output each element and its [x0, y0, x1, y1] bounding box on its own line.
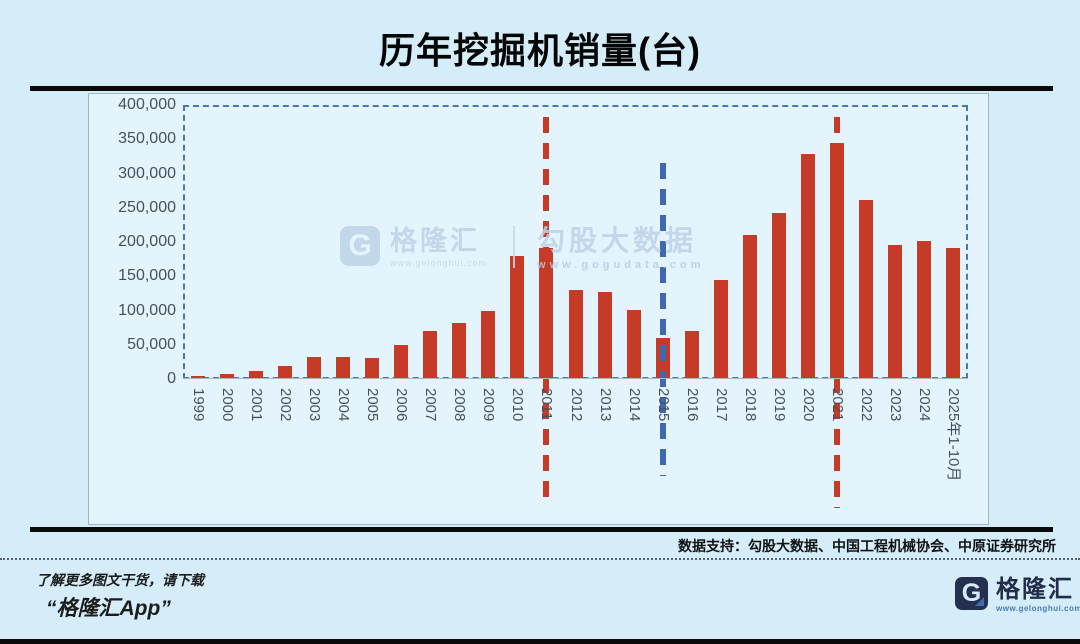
marker-line-2011 — [543, 117, 550, 506]
brand-logo-url: www.gelonghui.com — [996, 604, 1080, 613]
x-axis-label: 2021 — [829, 388, 847, 422]
x-axis-label: 2013 — [596, 388, 614, 422]
x-axis-label: 2004 — [334, 388, 352, 422]
x-axis-label: 2012 — [567, 388, 585, 422]
y-axis-label: 0 — [167, 370, 176, 387]
x-axis-line — [183, 378, 968, 379]
sales-bar-2005 — [364, 357, 379, 379]
x-axis-label: 2025年1-10月 — [945, 388, 963, 482]
sales-bar-2018 — [742, 235, 757, 379]
x-axis-label: 1999 — [189, 388, 207, 422]
sales-bar-2024 — [917, 241, 932, 379]
x-axis-label: 2015 — [654, 388, 672, 422]
y-axis-label: 300,000 — [118, 164, 176, 182]
y-axis-label: 150,000 — [118, 267, 176, 285]
x-axis-label: 2019 — [771, 388, 789, 422]
x-axis-label: 2001 — [247, 388, 265, 422]
x-axis-label: 2024 — [916, 388, 934, 422]
sales-bar-2000 — [219, 373, 234, 379]
brand-logo: G 格隆汇 www.gelonghui.com — [955, 577, 1080, 613]
x-axis-label: 2018 — [741, 388, 759, 422]
x-axis-label: 2014 — [625, 388, 643, 422]
x-axis-label: 2008 — [451, 388, 469, 422]
sales-bar-2025年1-10月 — [946, 248, 961, 379]
bottom-bar — [0, 639, 1080, 644]
x-axis-label: 2000 — [218, 388, 236, 422]
sales-bar-2023 — [888, 245, 903, 379]
x-axis-label: 2017 — [712, 388, 730, 422]
data-support-text: 数据支持：勾股大数据、中国工程机械协会、中原证券研究所 — [678, 538, 1056, 554]
marker-line-2015 — [659, 163, 666, 476]
sales-bar-2013 — [597, 292, 612, 379]
sales-bar-2008 — [452, 322, 467, 379]
x-axis-label: 2020 — [800, 388, 818, 422]
sales-bar-2001 — [248, 371, 263, 379]
sales-bar-2010 — [510, 256, 525, 379]
sales-bar-2016 — [684, 331, 699, 379]
dotted-divider — [0, 558, 1080, 560]
sales-bar-2017 — [713, 280, 728, 379]
x-axis-label: 2006 — [393, 388, 411, 422]
brand-logo-text-block: 格隆汇 www.gelonghui.com — [996, 576, 1080, 614]
brand-logo-g-icon: G — [955, 577, 988, 610]
x-axis-label: 2005 — [363, 388, 381, 422]
y-axis-label: 100,000 — [118, 301, 176, 319]
y-axis-label: 50,000 — [127, 335, 176, 353]
x-axis-label: 2003 — [305, 388, 323, 422]
sales-bar-2019 — [772, 212, 787, 379]
sales-bar-2012 — [568, 289, 583, 379]
x-axis-label: 2016 — [683, 388, 701, 422]
promo-text-line1: 了解更多图文干货，请下载 — [36, 572, 204, 588]
y-axis-label: 250,000 — [118, 198, 176, 216]
sales-bar-2006 — [394, 345, 409, 379]
x-axis-label: 2002 — [276, 388, 294, 422]
x-axis-label: 2007 — [422, 388, 440, 422]
x-axis-label: 2009 — [480, 388, 498, 422]
promo-text-line2: “格隆汇App” — [46, 597, 171, 620]
sales-bar-2003 — [306, 357, 321, 379]
x-axis-label: 2022 — [858, 388, 876, 422]
sales-bar-2007 — [423, 331, 438, 379]
marker-line-2021 — [834, 117, 841, 508]
sales-bar-2009 — [481, 310, 496, 379]
y-axis-label: 400,000 — [118, 96, 176, 113]
bottom-divider — [30, 527, 1053, 532]
brand-logo-arrow-icon — [975, 597, 984, 606]
title-divider — [30, 86, 1053, 91]
sales-bar-2014 — [626, 309, 641, 379]
y-axis-label: 200,000 — [118, 233, 176, 250]
x-axis-label: 2023 — [887, 388, 905, 422]
sales-bar-2004 — [335, 357, 350, 379]
sales-bar-2022 — [859, 200, 874, 379]
sales-bar-2020 — [801, 154, 816, 379]
page-title: 历年挖掘机销量(台) — [379, 30, 701, 71]
x-axis-label: 2011 — [538, 388, 556, 421]
x-axis-label: 2010 — [509, 388, 527, 422]
brand-logo-text: 格隆汇 — [996, 576, 1074, 603]
sales-bar-1999 — [190, 375, 205, 379]
y-axis-label: 350,000 — [118, 130, 176, 148]
sales-bar-2002 — [277, 366, 292, 379]
